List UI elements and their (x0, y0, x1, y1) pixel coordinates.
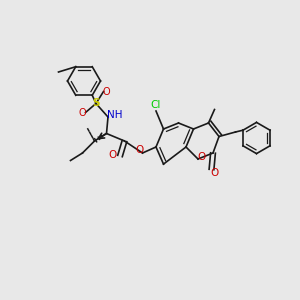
Text: Cl: Cl (151, 100, 161, 110)
Text: O: O (135, 145, 144, 155)
Text: O: O (79, 107, 86, 118)
Text: O: O (108, 149, 117, 160)
Text: O: O (103, 86, 110, 97)
Text: NH: NH (107, 110, 122, 121)
Text: O: O (197, 152, 205, 163)
Text: S: S (92, 98, 100, 109)
Text: O: O (210, 167, 219, 178)
